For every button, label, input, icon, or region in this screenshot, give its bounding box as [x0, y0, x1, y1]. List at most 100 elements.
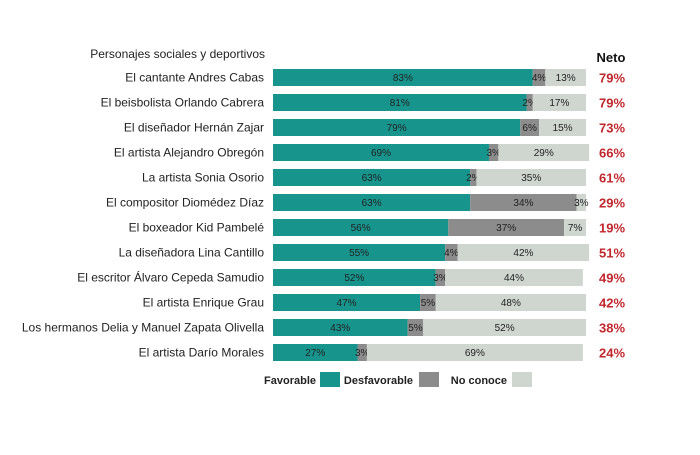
bar-segment-favorable	[273, 144, 489, 161]
legend-item: Desfavorable	[344, 372, 439, 387]
category-label: Los hermanos Delia y Manuel Zapata Olive…	[22, 321, 264, 335]
data-label: 2%	[466, 173, 481, 184]
legend-label: Favorable	[264, 375, 316, 387]
bar-segment-desfavorable	[448, 219, 565, 236]
data-label: 48%	[501, 298, 521, 309]
data-label: 56%	[351, 223, 371, 234]
category-label: El artista Alejandro Obregón	[114, 146, 264, 160]
bar-segment-favorable	[273, 294, 421, 311]
neto-header: Neto	[597, 50, 626, 65]
data-label: 7%	[568, 223, 583, 234]
bar-segment-desfavorable	[470, 169, 477, 186]
bar-row: El escritor Álvaro Cepeda Samudio 52% 3% 44…	[77, 269, 625, 286]
bar-row: El artista Enrique Grau 47% 5% 48% 42%	[143, 294, 625, 311]
bar-segment-no-conoce	[545, 69, 586, 86]
bar-segment-no-conoce	[366, 344, 583, 361]
data-label: 5%	[421, 298, 436, 309]
category-label: El artista Enrique Grau	[143, 296, 264, 310]
bar-row: El artista Darío Morales 27% 3% 69% 24%	[139, 344, 625, 361]
legend-label: No conoce	[451, 375, 507, 387]
data-label: 42%	[513, 248, 533, 259]
bar-segment-no-conoce	[423, 319, 586, 336]
data-label: 3%	[486, 148, 501, 159]
neto-value: 73%	[599, 121, 625, 136]
data-label: 29%	[534, 148, 554, 159]
bar-segment-no-conoce	[532, 94, 586, 111]
data-label: 52%	[495, 323, 515, 334]
bar-row: El cantante Andres Cabas 83% 4% 13% 79%	[125, 69, 625, 86]
bar-row: El diseñador Hernán Zajar 79% 6% 15% 73%	[124, 119, 625, 136]
bar-row: El compositor Diomédez Díaz 63% 34% 3% 29%	[106, 194, 625, 211]
bar-segment-desfavorable	[488, 144, 499, 161]
data-label: 81%	[390, 98, 410, 109]
bar-segment-favorable	[273, 94, 527, 111]
bar-segment-desfavorable	[407, 319, 424, 336]
legend-swatch	[419, 372, 439, 387]
bars-group: El cantante Andres Cabas 83% 4% 13% 79% El be…	[22, 69, 625, 361]
bar-segment-favorable	[273, 344, 358, 361]
legend-swatch	[512, 372, 532, 387]
neto-value: 79%	[599, 96, 625, 111]
bar-segment-desfavorable	[520, 119, 540, 136]
category-label: El diseñador Hernán Zajar	[124, 121, 264, 135]
neto-value: 24%	[599, 346, 625, 361]
bar-segment-desfavorable	[420, 294, 436, 311]
data-label: 69%	[465, 348, 485, 359]
category-label: El artista Darío Morales	[139, 346, 264, 360]
data-label: 79%	[387, 123, 407, 134]
data-label: 4%	[444, 248, 459, 259]
bar-segment-desfavorable	[357, 344, 367, 361]
legend: Favorable Desfavorable No conoce	[264, 372, 532, 387]
neto-value: 61%	[599, 171, 625, 186]
data-label: 63%	[362, 198, 382, 209]
data-label: 3%	[355, 348, 370, 359]
legend-label: Desfavorable	[344, 375, 413, 387]
legend-swatch	[320, 372, 340, 387]
bar-segment-favorable	[273, 219, 449, 236]
data-label: 4%	[532, 73, 547, 84]
bar-segment-no-conoce	[435, 294, 586, 311]
data-label: 15%	[553, 123, 573, 134]
neto-value: 51%	[599, 246, 625, 261]
bar-segment-favorable	[273, 69, 533, 86]
category-label: El beisbolista Orlando Cabrera	[101, 96, 265, 110]
bar-segment-desfavorable	[445, 244, 458, 261]
data-label: 2%	[522, 98, 537, 109]
bar-row: La artista Sonia Osorio 63% 2% 35% 61%	[142, 169, 625, 186]
data-label: 52%	[344, 273, 364, 284]
data-label: 83%	[393, 73, 413, 84]
bar-row: La diseñadora Lina Cantillo 55% 4% 42% 51%	[119, 244, 625, 261]
data-label: 6%	[522, 123, 537, 134]
data-label: 27%	[305, 348, 325, 359]
neto-value: 79%	[599, 71, 625, 86]
bar-segment-no-conoce	[576, 194, 586, 211]
bar-segment-desfavorable	[532, 69, 546, 86]
bar-segment-desfavorable	[470, 194, 577, 211]
bar-segment-no-conoce	[498, 144, 590, 161]
bar-segment-favorable	[273, 269, 436, 286]
bar-row: El artista Alejandro Obregón 69% 3% 29% 66%	[114, 144, 625, 161]
bar-segment-no-conoce	[457, 244, 590, 261]
data-label: 35%	[521, 173, 541, 184]
bar-segment-no-conoce	[564, 219, 586, 236]
category-label: El boxeador Kid Pambelé	[129, 221, 265, 235]
bar-segment-desfavorable	[526, 94, 533, 111]
data-label: 69%	[371, 148, 391, 159]
data-label: 55%	[349, 248, 369, 259]
bar-segment-no-conoce	[445, 269, 583, 286]
bar-row: El beisbolista Orlando Cabrera 81% 2% 17% 79…	[101, 94, 625, 111]
data-label: 3%	[433, 273, 448, 284]
bar-segment-no-conoce	[476, 169, 586, 186]
bar-segment-favorable	[273, 319, 408, 336]
bar-row: El boxeador Kid Pambelé 56% 37% 7% 19%	[129, 219, 625, 236]
category-label: La diseñadora Lina Cantillo	[119, 246, 265, 260]
data-label: 13%	[556, 73, 576, 84]
data-label: 37%	[496, 223, 516, 234]
legend-item: Favorable	[264, 372, 340, 387]
data-label: 44%	[504, 273, 524, 284]
category-label: El cantante Andres Cabas	[125, 71, 264, 85]
data-label: 63%	[362, 173, 382, 184]
neto-value: 42%	[599, 296, 625, 311]
data-label: 43%	[330, 323, 350, 334]
